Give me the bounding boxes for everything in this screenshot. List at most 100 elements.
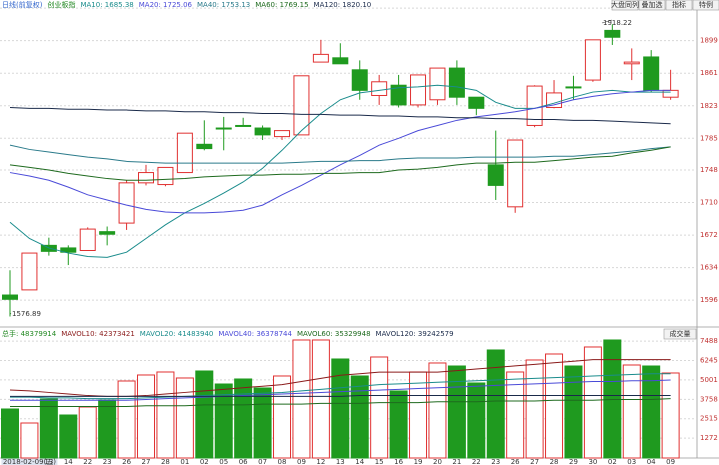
volume-bar [175, 377, 194, 459]
ma-line [9, 84, 671, 258]
volume-bar [428, 362, 447, 459]
volume-bar [1, 408, 19, 459]
ma-line [9, 144, 671, 164]
candle-body [371, 81, 388, 96]
candle-body [176, 132, 193, 174]
volume-bar [253, 387, 272, 459]
volume-bar [331, 358, 350, 459]
volume-bar [234, 378, 253, 459]
button-label: 成交量 [670, 329, 691, 338]
candle-body [235, 124, 252, 127]
candle-body [623, 61, 640, 65]
volume-bar [389, 390, 408, 459]
candle-body [662, 89, 679, 98]
candle-body [604, 29, 621, 38]
x-tick-label: 23 [103, 458, 112, 465]
x-tick-label: 19 [414, 458, 423, 465]
x-tick-label: 29 [569, 458, 578, 465]
annotation: 1576.89 [12, 310, 41, 318]
volume-bar [98, 399, 117, 459]
x-tick-label: 27 [142, 458, 151, 465]
button[interactable] [611, 0, 639, 11]
x-tick-label: 09 [297, 458, 306, 465]
y-tick-label: 5001 [700, 376, 718, 384]
x-tick-label: 01 [180, 458, 189, 465]
volume-bar [195, 370, 214, 459]
legend-entry: MA10: 1685.38 [80, 1, 133, 9]
x-tick-label: 05 [219, 458, 228, 465]
button[interactable] [663, 328, 697, 340]
x-tick-label: 14 [355, 458, 364, 465]
volume-bar [583, 346, 602, 459]
button-label: 特例 [699, 0, 713, 9]
x-tick-label: 15 [375, 458, 384, 465]
button[interactable] [665, 0, 693, 11]
ma-line [9, 106, 671, 125]
legend-entry: MA120: 1820.10 [314, 1, 372, 9]
volume-bar [78, 406, 97, 459]
candle-body [196, 143, 213, 150]
x-tick-label: 04 [647, 458, 656, 465]
volume-bar [311, 339, 330, 459]
annotation: 1918.22 [603, 19, 632, 27]
volume-bar [486, 349, 505, 459]
candle-body [526, 85, 543, 126]
volume-bar [117, 380, 136, 459]
candle-body [643, 56, 660, 91]
candle-body [468, 96, 485, 109]
candle-body [507, 139, 524, 208]
legend-title: 总手: 48379914 [2, 329, 57, 338]
x-tick-label: 22 [83, 458, 92, 465]
volume-bar [642, 365, 661, 459]
candle-body [584, 39, 601, 81]
candle-body [429, 67, 446, 101]
candle-body [312, 53, 329, 63]
volume-bar [661, 372, 680, 459]
volume-bar [506, 371, 525, 459]
x-tick-label: 27 [530, 458, 539, 465]
candle-body [332, 57, 349, 65]
ma-line [9, 89, 671, 214]
y-tick-label: 1748 [700, 166, 718, 174]
y-tick-label: 2515 [700, 415, 718, 423]
legend-entry: MAVOL10: 42373421 [61, 330, 135, 338]
y-tick-label: 1710 [700, 199, 718, 207]
y-tick-label: 1596 [700, 296, 718, 304]
button[interactable] [638, 0, 666, 11]
volume-bar [156, 371, 175, 459]
volume-bar [137, 374, 156, 459]
ma-line [9, 146, 671, 181]
legend-title: 创业板指 [47, 0, 75, 9]
ma-line [10, 395, 671, 397]
x-tick-label: 16 [394, 458, 403, 465]
legend-entry: MA40: 1753.13 [197, 1, 250, 9]
volume-bar [622, 364, 641, 459]
legend-entry: MA20: 1725.06 [139, 1, 193, 9]
legend-entry: MAVOL20: 41483940 [140, 330, 214, 338]
candle-body [448, 67, 465, 98]
x-tick-label: 02 [608, 458, 617, 465]
candle-body [99, 231, 116, 235]
volume-bar [447, 365, 466, 459]
volume-bar [214, 383, 233, 459]
candle-body [565, 86, 582, 89]
volume-bar [350, 375, 369, 459]
y-tick-label: 1672 [700, 231, 718, 239]
x-tick-label: 2018-02-09(五) [3, 458, 56, 465]
legend-title: 日线(前复权) [2, 0, 43, 9]
button[interactable] [692, 0, 719, 11]
y-tick-label: 1899 [700, 37, 718, 45]
candle-body [410, 74, 427, 106]
volume-bar [467, 382, 486, 459]
ma-line [10, 398, 671, 407]
y-tick-label: 7488 [700, 337, 718, 345]
candle-body [60, 247, 77, 253]
y-tick-label: 3758 [700, 395, 718, 403]
candle-body [79, 228, 96, 251]
volume-bar [564, 365, 583, 459]
x-tick-label: 30 [588, 458, 597, 465]
y-tick-label: 1823 [700, 102, 718, 110]
button-label: 叠加选 [642, 0, 663, 9]
volume-bar [59, 414, 78, 459]
